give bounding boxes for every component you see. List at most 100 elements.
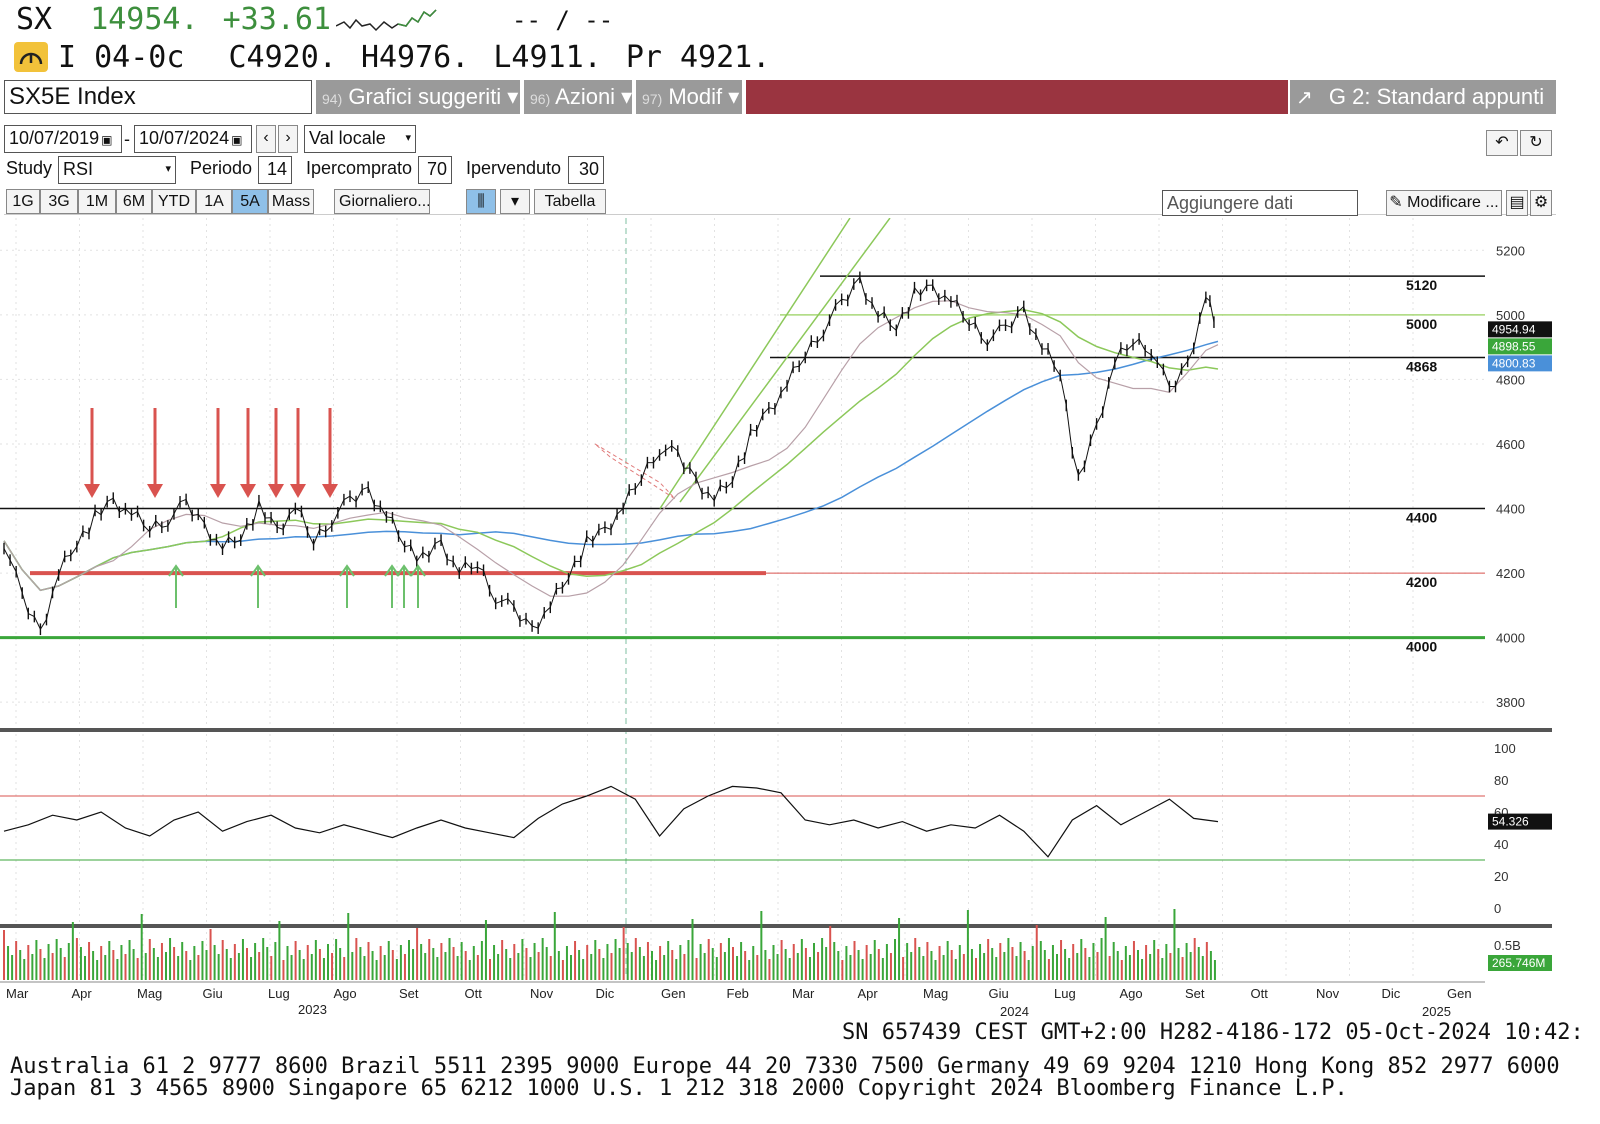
price-line [464,561,472,569]
price-line [980,337,988,346]
chart-type-icon[interactable]: ⫼ [466,189,496,214]
price-line [895,312,903,331]
frequency-select[interactable]: Giornaliero... [334,189,430,214]
price-line [556,587,563,590]
rsi-axis-label: 100 [1494,741,1516,756]
price-line [398,535,406,547]
prev-period-button[interactable]: ‹ [256,125,276,153]
level-label: 5000 [1406,316,1437,332]
currency-select[interactable]: Val locale ▾ [304,125,416,153]
price-line [756,414,764,431]
overbought-input[interactable]: 70 [418,156,452,184]
price-line [386,516,393,519]
price-line [483,570,491,591]
edit-label: Modificare ... [1407,194,1499,211]
price-line [513,605,521,622]
range-button-3g[interactable]: 3G [40,189,78,214]
next-period-button[interactable]: › [278,125,298,153]
price-line [562,578,569,588]
price-line [1193,317,1201,349]
price-line [185,499,193,516]
support-arrow-head [339,564,355,577]
menu-azioni[interactable]: 96) Azioni ▾ [524,80,632,114]
end-date-input[interactable]: 10/07/2024 ▣ [134,125,252,153]
rsi-axis-label: 40 [1494,837,1508,852]
price-line [143,525,151,533]
price-line [367,487,375,506]
undo-icon[interactable]: ↶ [1486,130,1518,156]
price-line [222,536,230,550]
level-label: 5120 [1406,277,1437,293]
menu-modif[interactable]: 97) Modif ▾ [636,80,742,114]
price-chart[interactable]: 5200 5000 4800 4600 4400 4200 4000 3800 5120 5000… [0,218,1600,1038]
date-separator: - [124,129,130,149]
gear-icon[interactable]: ⚙ [1530,190,1552,216]
x-axis-month: Lug [1054,986,1076,1001]
price-line [1017,306,1025,313]
price-line [1181,361,1189,370]
period-input[interactable]: 14 [258,156,292,184]
start-date-input[interactable]: 10/07/2019 ▣ [4,125,122,153]
period-label: Periodo [190,158,253,178]
price-axis-label: 3800 [1496,695,1525,710]
price-line [822,320,830,336]
price-line [768,407,775,410]
price-line [471,566,478,570]
calendar-icon[interactable]: ▣ [101,133,113,147]
price-line [871,302,879,317]
price-line [883,312,891,326]
range-button-1g[interactable]: 1G [6,189,40,214]
price-line [956,300,964,317]
chart-settings-icon[interactable]: ▤ [1506,190,1528,216]
price-line [610,513,618,530]
refresh-icon[interactable]: ↻ [1520,130,1552,156]
oversold-input[interactable]: 30 [568,156,604,184]
price-line [82,530,90,534]
price-line [489,590,497,604]
price-line [786,367,794,387]
range-button-6m[interactable]: 6M [116,189,152,214]
range-button-ytd[interactable]: YTD [152,189,196,214]
table-button[interactable]: Tabella [534,189,606,214]
price-line [774,392,782,410]
panel-separator [0,728,1552,732]
volume-tag-bg [1488,955,1552,971]
price-line [889,324,897,331]
add-data-input[interactable]: Aggiungere dati [1162,190,1358,216]
resistance-arrow-head [268,484,284,498]
price-axis-label: 5000 [1496,308,1525,323]
price-line [920,285,928,296]
x-axis-year: 2023 [298,1002,327,1017]
price-line [1175,368,1183,387]
price-line [70,546,78,556]
menu-grafici-suggeriti[interactable]: 94) Grafici suggeriti ▾ [316,80,520,114]
price-line [968,322,976,326]
price-change: +33.61 [222,2,331,37]
price-line [720,485,727,489]
level-label: 4868 [1406,358,1437,374]
price-line [1035,334,1043,350]
range-button-mass[interactable]: Mass [268,189,314,214]
range-button-5a[interactable]: 5A [232,189,268,214]
edit-button[interactable]: ✎ Modificare ... [1386,190,1502,216]
study-select[interactable]: RSI ▾ [58,156,176,184]
oversold-label: Ipervenduto [466,158,562,178]
template-button[interactable]: ↗ G 2: Standard appunti [1290,80,1556,114]
security-input[interactable]: SX5E Index [4,80,312,114]
trend-channel-line [679,218,891,503]
price-line [125,508,132,516]
price-line [525,618,533,627]
menu-label: Grafici suggeriti ▾ [348,84,519,109]
speedometer-icon[interactable] [14,42,48,72]
price-line [258,500,266,519]
price-line [531,625,539,629]
range-button-1m[interactable]: 1M [78,189,116,214]
bid-ask: -- / -- [512,6,614,34]
price-line [15,571,23,594]
x-axis-month: Gen [661,986,686,1001]
chevron-down-icon[interactable]: ▾ [500,189,530,214]
calendar-icon[interactable]: ▣ [231,133,243,147]
price-tag: 4800.83 [1492,356,1536,370]
price-line [477,566,484,571]
range-button-1a[interactable]: 1A [196,189,232,214]
